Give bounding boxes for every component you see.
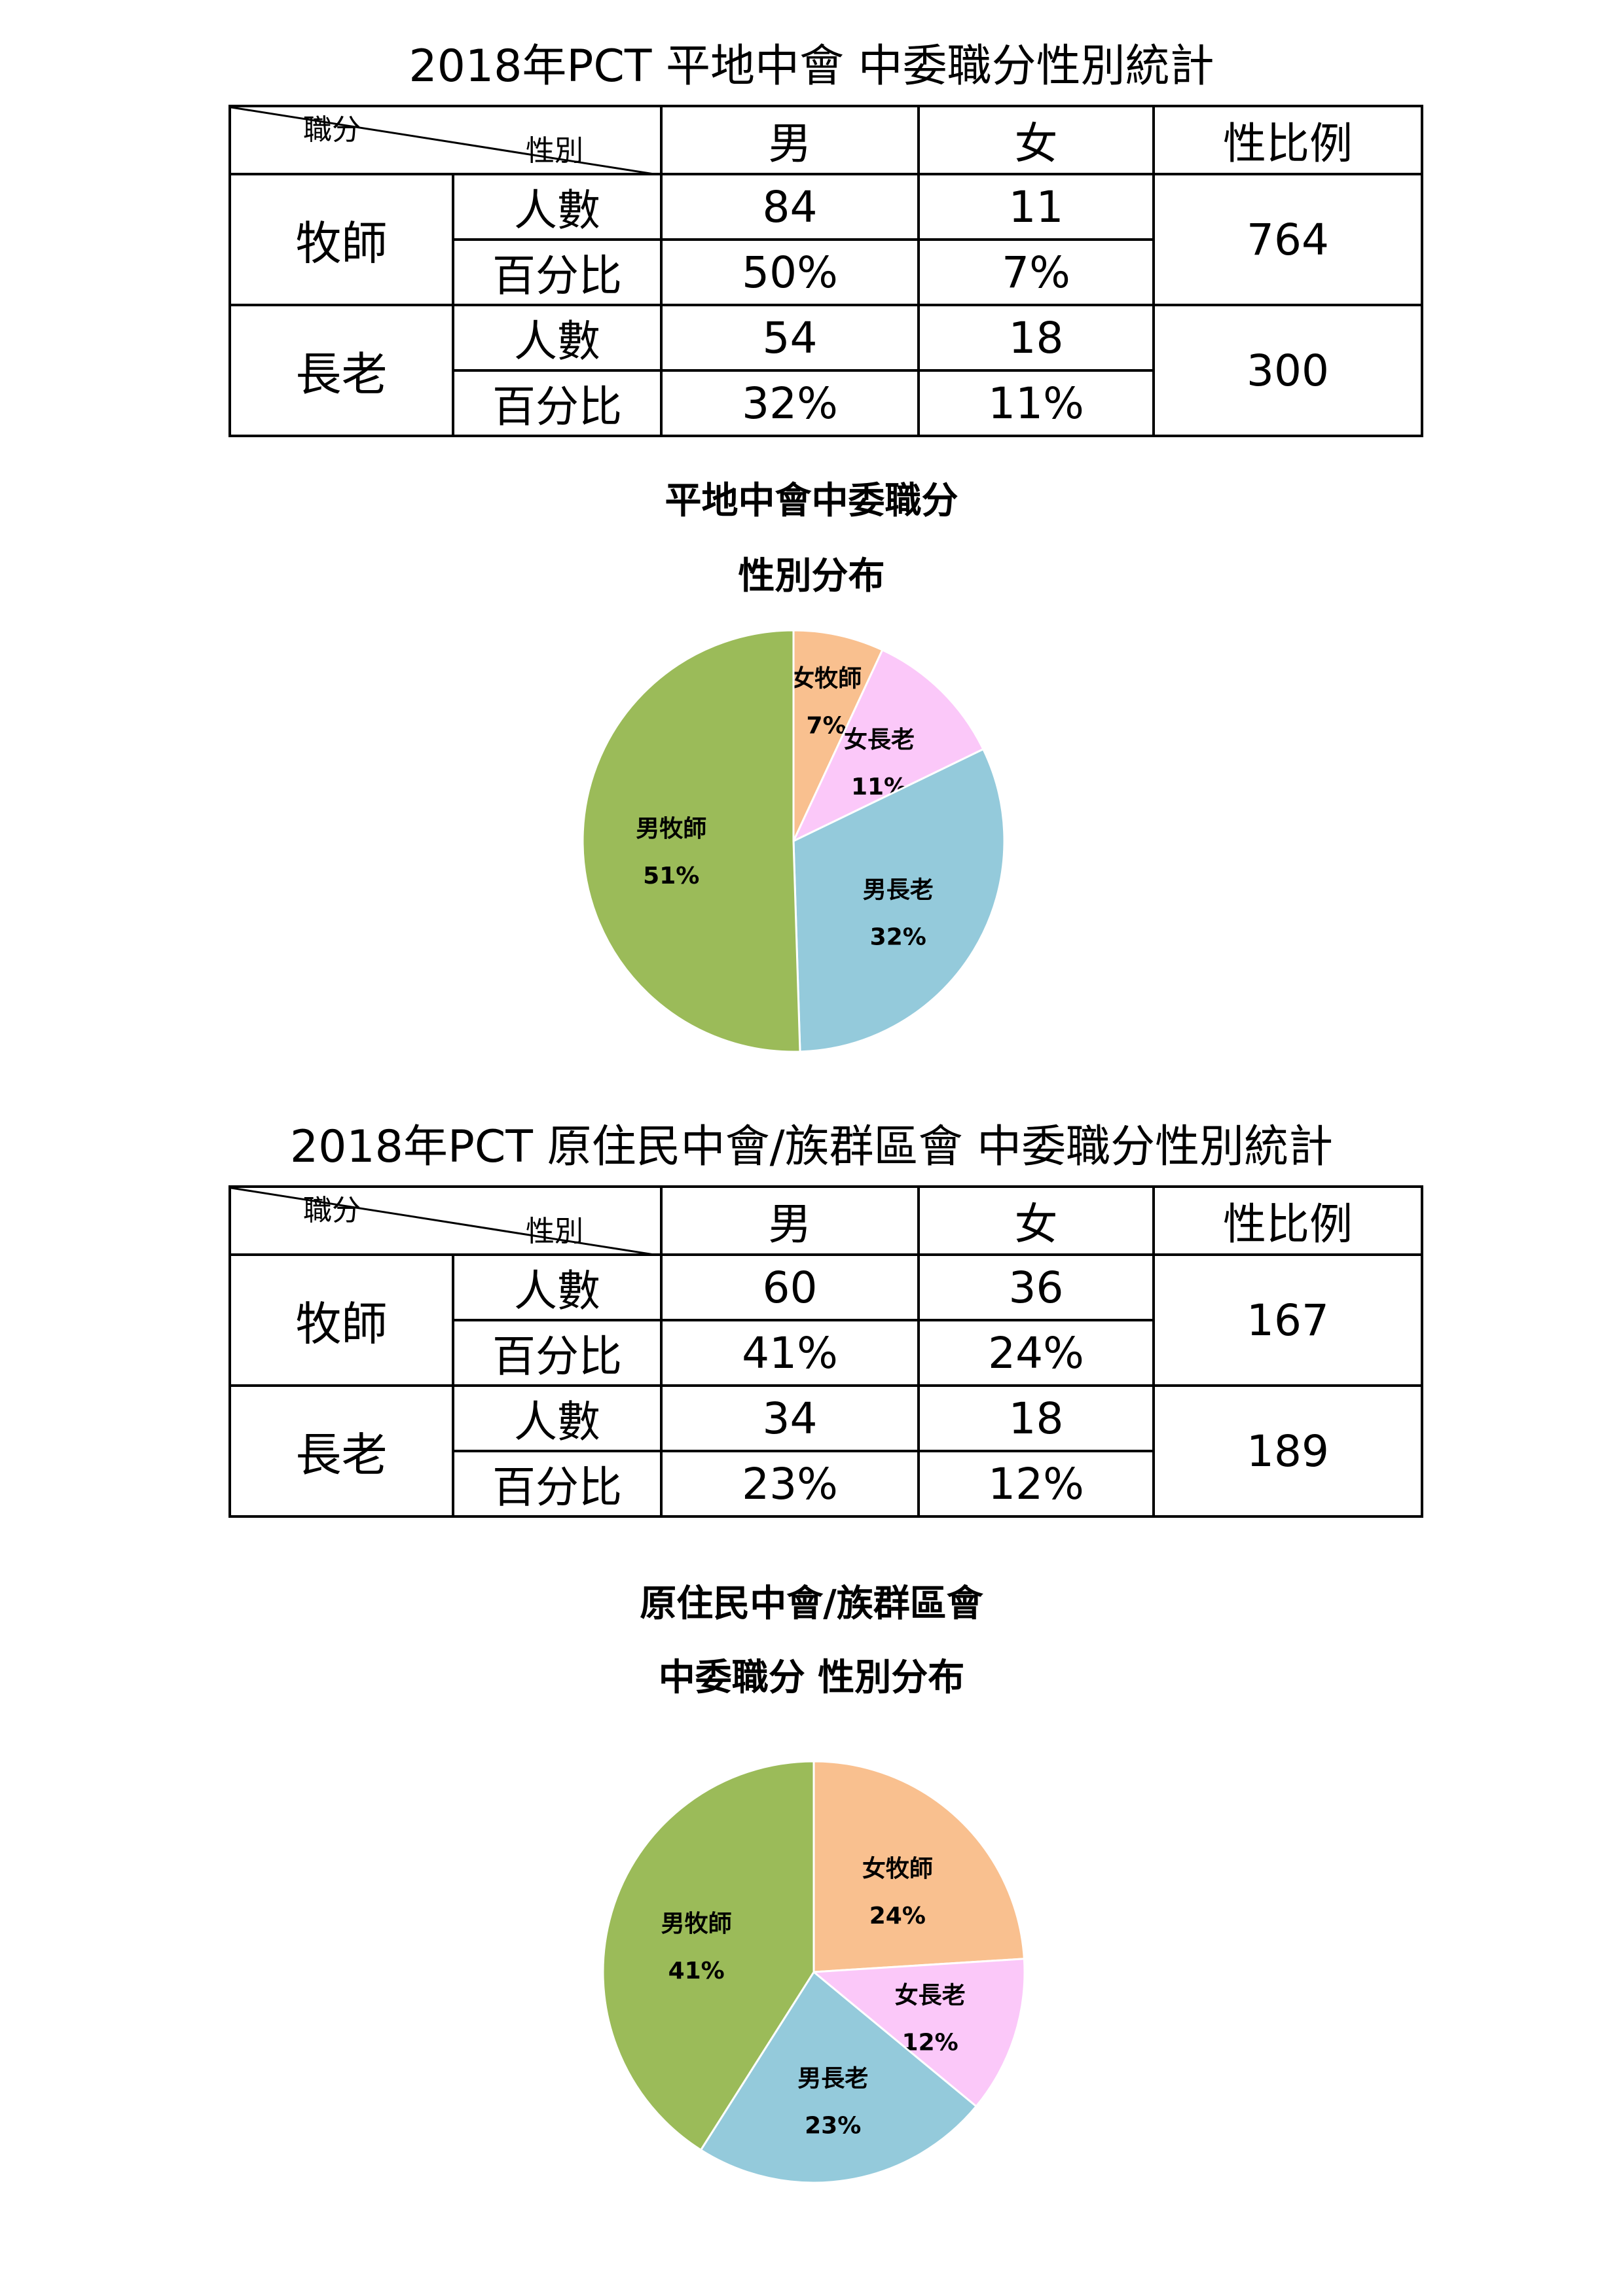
header-gender-label: 性別 — [526, 134, 583, 168]
header-gender-label: 性別 — [526, 1215, 583, 1248]
male-count: 54 — [660, 304, 920, 372]
table-row: 百分比 23% 12% — [230, 1450, 1422, 1518]
slice-label: 女長老 — [844, 726, 915, 753]
section2-title: 2018年PCT 原住民中會/族群區會 中委職分性別統計 — [289, 1121, 1334, 1173]
slice-value-label: 24% — [869, 1903, 926, 1929]
female-count: 11 — [917, 173, 1155, 241]
pie-slice — [792, 747, 1006, 1053]
pct-label: 百分比 — [452, 1450, 663, 1518]
role-cell: 長老 — [228, 1384, 454, 1518]
slice-label: 男牧師 — [636, 816, 706, 842]
ratio-cell: 764 — [1152, 173, 1423, 306]
stats-table-1: 職分 性別 男 女 性比例 牧師 人數 84 11 764 百分比 50% 7%… — [228, 105, 1423, 437]
slice-label: 女長老 — [895, 1982, 966, 2009]
role-cell: 牧師 — [228, 173, 454, 306]
pie-slice — [602, 1760, 815, 2151]
slice-value-label: 32% — [870, 924, 926, 951]
count-label: 人數 — [452, 1384, 663, 1452]
pct-label: 百分比 — [452, 369, 663, 437]
pie-slice — [792, 629, 884, 842]
pct-label: 百分比 — [452, 238, 663, 306]
table-row: 牧師 人數 84 11 764 — [228, 173, 1423, 306]
pie-slice — [812, 1760, 1025, 1973]
male-count: 34 — [660, 1384, 920, 1452]
ratio-cell: 167 — [1152, 1253, 1423, 1387]
pie-slice — [811, 1958, 1026, 2108]
table-row: 百分比 32% 11% — [230, 369, 1422, 437]
slice-value-label: 41% — [668, 1958, 725, 1984]
slice-label: 男牧師 — [661, 1910, 732, 1937]
table-row: 長老 人數 34 18 189 — [228, 1384, 1423, 1518]
header-role-label: 職分 — [303, 1194, 361, 1227]
pie-slice — [581, 629, 801, 1053]
female-count: 18 — [917, 304, 1155, 372]
chart1-title-line1: 平地中會中委職分 — [665, 480, 958, 522]
header-male: 男 — [660, 105, 920, 175]
header-female: 女 — [917, 105, 1155, 175]
table-header-row: 職分 性別 男 女 性比例 — [228, 105, 1423, 175]
chart2-title-line1: 原住民中會/族群區會 — [640, 1583, 983, 1625]
role-cell: 長老 — [228, 304, 454, 437]
female-count: 36 — [917, 1253, 1155, 1321]
male-pct: 41% — [660, 1319, 920, 1387]
diagonal-header-cell: 職分 性別 — [228, 105, 663, 175]
section1-title: 2018年PCT 平地中會 中委職分性別統計 — [409, 41, 1214, 92]
male-pct: 50% — [660, 238, 920, 306]
female-pct: 12% — [917, 1450, 1155, 1518]
slice-value-label: 23% — [805, 2112, 861, 2139]
diagonal-header-cell: 職分 性別 — [228, 1185, 663, 1256]
female-pct: 7% — [917, 238, 1155, 306]
pie-slice — [791, 649, 985, 844]
male-count: 60 — [660, 1253, 920, 1321]
table-row: 百分比 41% 24% — [230, 1319, 1422, 1387]
header-role-label: 職分 — [303, 113, 361, 147]
role-cell: 牧師 — [228, 1253, 454, 1387]
count-label: 人數 — [452, 173, 663, 241]
female-pct: 24% — [917, 1319, 1155, 1387]
stats-table-2: 職分 性別 男 女 性比例 牧師 人數 60 36 167 百分比 41% 24… — [228, 1185, 1423, 1518]
header-ratio: 性比例 — [1152, 1185, 1423, 1256]
slice-label: 男長老 — [797, 2065, 868, 2092]
male-pct: 23% — [660, 1450, 920, 1518]
table-row: 百分比 50% 7% — [230, 238, 1422, 306]
header-ratio: 性比例 — [1152, 105, 1423, 175]
chart2-title-line2: 中委職分 性別分布 — [658, 1657, 965, 1699]
table-row: 牧師 人數 60 36 167 — [228, 1253, 1423, 1387]
female-pct: 11% — [917, 369, 1155, 437]
male-count: 84 — [660, 173, 920, 241]
female-count: 18 — [917, 1384, 1155, 1452]
count-label: 人數 — [452, 304, 663, 372]
slice-value-label: 7% — [807, 713, 847, 740]
slice-value-label: 51% — [643, 863, 699, 889]
header-male: 男 — [660, 1185, 920, 1256]
slice-label: 女牧師 — [862, 1856, 933, 1882]
header-female: 女 — [917, 1185, 1155, 1256]
slice-label: 男長老 — [863, 877, 934, 904]
ratio-cell: 189 — [1152, 1384, 1423, 1518]
male-pct: 32% — [660, 369, 920, 437]
ratio-cell: 300 — [1152, 304, 1423, 437]
table-row: 長老 人數 54 18 300 — [228, 304, 1423, 437]
pct-label: 百分比 — [452, 1319, 663, 1387]
chart1-title-line2: 性別分布 — [738, 555, 885, 598]
slice-label: 女牧師 — [791, 666, 862, 692]
pie-slice — [699, 1970, 978, 2184]
count-label: 人數 — [452, 1253, 663, 1321]
diagonal-line — [231, 107, 663, 175]
diagonal-line — [231, 1188, 663, 1256]
table-header-row: 職分 性別 男 女 性比例 — [228, 1185, 1423, 1256]
